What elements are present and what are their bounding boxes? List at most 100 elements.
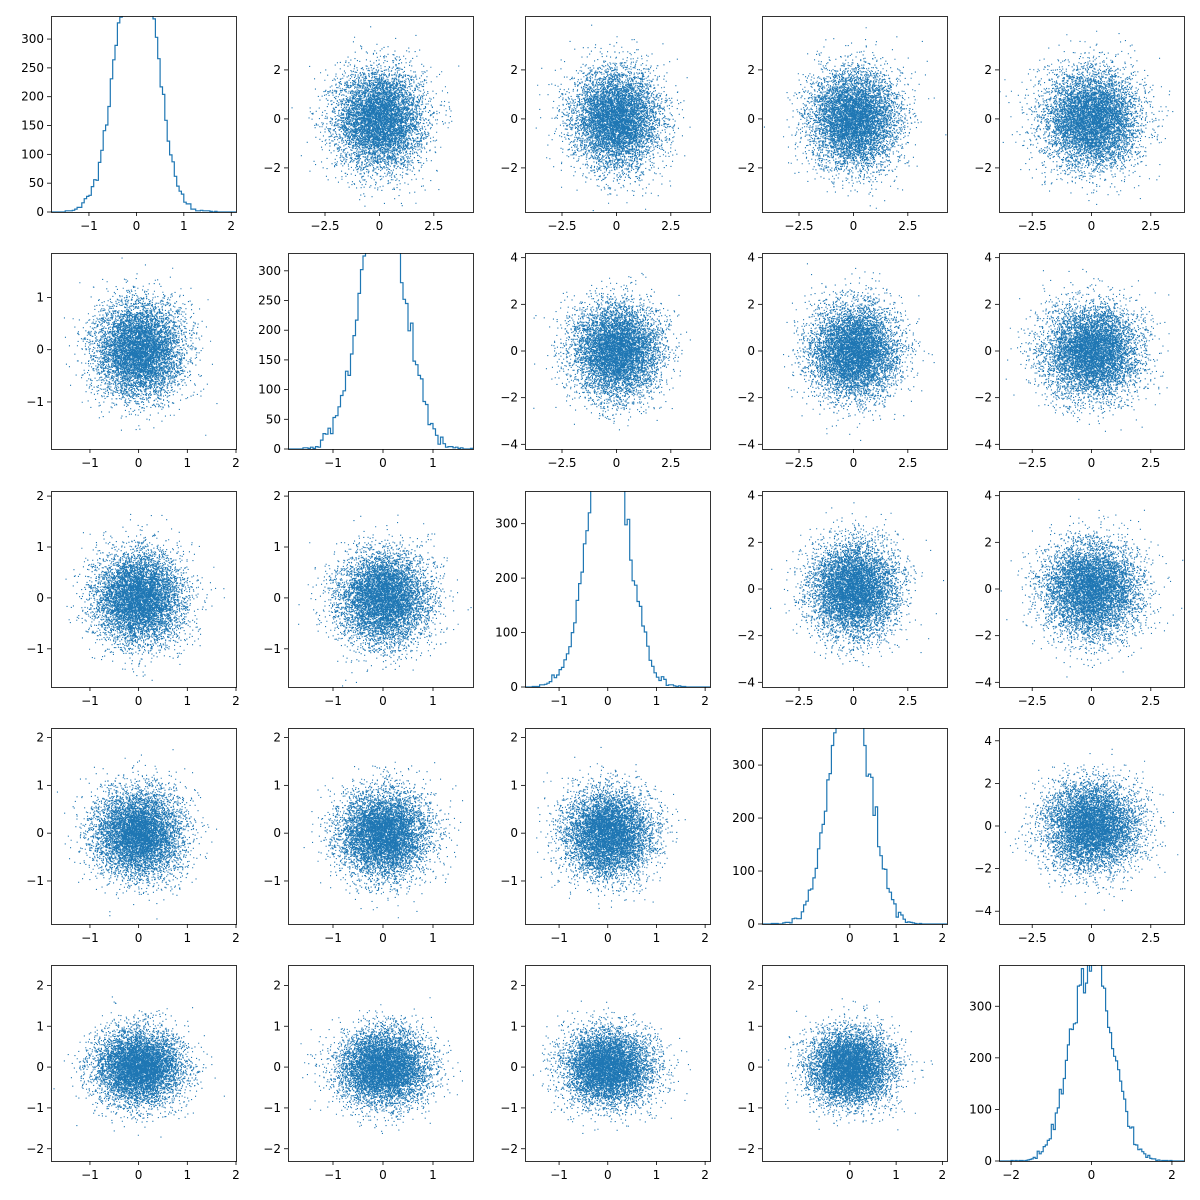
x-tick-label: 0 (135, 456, 143, 470)
y-tick-label: 0 (510, 826, 518, 840)
x-tick-label: 0 (613, 456, 621, 470)
y-tick-label: −4 (974, 675, 992, 689)
y-tick-label: 200 (495, 571, 518, 585)
x-tick-label: −1 (80, 219, 98, 233)
y-tick-label: 2 (36, 978, 44, 992)
y-tick-label: 0 (36, 591, 44, 605)
y-tick-label: −1 (26, 1101, 44, 1115)
x-tick-label: −1 (81, 1168, 99, 1182)
y-tick-label: 0 (747, 917, 755, 931)
x-tick-label: −2.5 (1018, 694, 1047, 708)
x-tick-label: 1 (183, 931, 191, 945)
x-tick-label: 0 (135, 931, 143, 945)
x-tick-label: −2.5 (784, 219, 813, 233)
y-tick-label: 100 (258, 383, 281, 397)
x-tick-label: −1 (550, 1168, 568, 1182)
y-tick-label: −2 (974, 862, 992, 876)
y-tick-label: 250 (258, 294, 281, 308)
x-tick-label: 2 (232, 1168, 240, 1182)
x-tick-label: 2.5 (1141, 931, 1160, 945)
x-tick-label: 1 (429, 1168, 437, 1182)
y-tick-label: −4 (737, 437, 755, 451)
y-tick-label: 0 (36, 826, 44, 840)
x-tick-label: 0 (846, 931, 854, 945)
y-tick-label: 2 (510, 978, 518, 992)
y-tick-label: −1 (263, 1101, 281, 1115)
x-tick-label: 0 (850, 456, 858, 470)
y-tick-label: 0 (747, 344, 755, 358)
y-tick-label: −2 (500, 391, 518, 405)
x-tick-label: 0 (379, 1168, 387, 1182)
y-tick-label: 50 (29, 176, 44, 190)
y-tick-label: 2 (36, 489, 44, 503)
y-tick-label: −1 (26, 874, 44, 888)
x-tick-label: 0 (133, 219, 141, 233)
x-tick-label: 0 (604, 1168, 612, 1182)
x-tick-label: 2.5 (661, 456, 680, 470)
y-tick-label: 1 (273, 540, 281, 554)
y-tick-label: −2 (263, 161, 281, 175)
y-tick-label: 4 (747, 251, 755, 265)
x-tick-label: 1 (653, 1168, 661, 1182)
y-tick-label: 0 (36, 205, 44, 219)
x-tick-label: 2.5 (1141, 456, 1160, 470)
y-tick-label: 2 (273, 731, 281, 745)
x-tick-label: 0 (379, 931, 387, 945)
y-tick-label: −2 (974, 629, 992, 643)
x-tick-label: −1 (81, 931, 99, 945)
y-tick-label: 50 (266, 412, 281, 426)
y-tick-label: 2 (36, 731, 44, 745)
y-tick-label: 1 (273, 1019, 281, 1033)
y-tick-label: 250 (21, 61, 44, 75)
x-tick-label: −2.5 (1018, 219, 1047, 233)
y-tick-label: 200 (258, 323, 281, 337)
y-tick-label: 2 (984, 297, 992, 311)
y-tick-label: 150 (258, 353, 281, 367)
x-tick-label: −2.5 (784, 456, 813, 470)
x-tick-label: 2 (939, 1168, 947, 1182)
y-tick-label: 200 (969, 1051, 992, 1065)
x-tick-label: 0 (604, 694, 612, 708)
y-tick-label: 300 (21, 32, 44, 46)
y-tick-label: −1 (263, 874, 281, 888)
y-tick-label: 0 (273, 112, 281, 126)
x-tick-label: 2.5 (1141, 219, 1160, 233)
x-tick-label: 1 (892, 931, 900, 945)
x-tick-label: 0 (846, 1168, 854, 1182)
x-tick-label: 2 (701, 931, 709, 945)
x-tick-label: −1 (81, 456, 99, 470)
x-tick-label: 0 (850, 219, 858, 233)
y-tick-label: 100 (969, 1102, 992, 1116)
x-tick-label: 2 (232, 456, 240, 470)
y-tick-label: 1 (273, 778, 281, 792)
y-tick-label: 0 (747, 1060, 755, 1074)
y-tick-label: 0 (273, 826, 281, 840)
y-tick-label: 4 (984, 251, 992, 265)
x-tick-label: 0 (850, 694, 858, 708)
x-tick-label: 2.5 (898, 694, 917, 708)
y-tick-label: −2 (263, 1142, 281, 1156)
y-tick-label: 2 (510, 63, 518, 77)
x-tick-label: −1 (324, 694, 342, 708)
y-tick-label: −2 (500, 1142, 518, 1156)
x-tick-label: 1 (429, 694, 437, 708)
y-tick-label: 0 (510, 344, 518, 358)
y-tick-label: 4 (984, 734, 992, 748)
y-tick-label: 4 (984, 489, 992, 503)
y-tick-label: −2 (737, 161, 755, 175)
y-tick-label: −1 (263, 642, 281, 656)
y-tick-label: 2 (747, 63, 755, 77)
x-tick-label: 2 (232, 931, 240, 945)
x-tick-label: −1 (324, 1168, 342, 1182)
x-tick-label: 2 (939, 931, 947, 945)
x-tick-label: 1 (183, 694, 191, 708)
x-tick-label: 1 (653, 694, 661, 708)
x-tick-label: 2 (1168, 1168, 1176, 1182)
y-tick-label: −2 (500, 161, 518, 175)
y-tick-label: 2 (984, 776, 992, 790)
y-tick-label: −2 (737, 391, 755, 405)
y-tick-label: 2 (984, 535, 992, 549)
x-tick-label: 0 (376, 219, 384, 233)
